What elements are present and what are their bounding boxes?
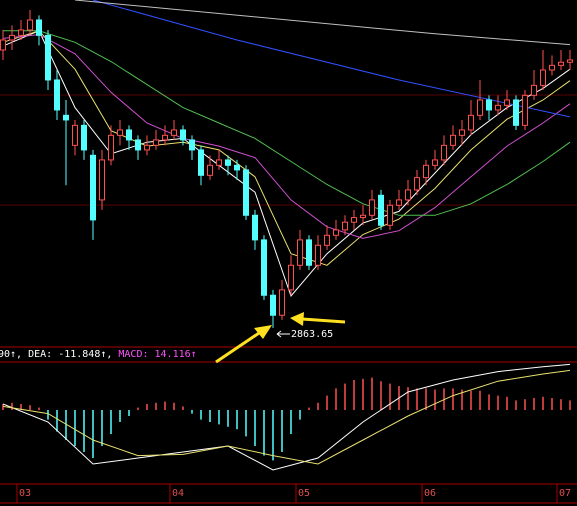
macd-line <box>2 363 571 471</box>
indicator-label: DEA: -11.848↑, <box>28 349 112 360</box>
candle-body <box>297 239 303 266</box>
candle-body <box>36 19 42 36</box>
candle-body <box>387 204 393 226</box>
candle-body <box>144 144 150 151</box>
arrow <box>215 329 263 364</box>
candle-body <box>243 169 249 216</box>
candle-body <box>549 64 555 71</box>
candle-body <box>405 189 411 201</box>
x-tick-label: 04 <box>172 488 184 499</box>
candle-body <box>531 84 537 96</box>
candle-body <box>153 139 159 146</box>
candle-body <box>360 214 366 219</box>
candle-body <box>261 239 267 296</box>
arrow-head <box>254 325 272 339</box>
candle-body <box>279 289 285 316</box>
candle-body <box>117 129 123 136</box>
candle-body <box>333 229 339 236</box>
candle-body <box>171 129 177 136</box>
candle-body <box>234 164 240 171</box>
candle-body <box>126 129 132 141</box>
candle-body <box>378 194 384 226</box>
arrow-head <box>290 312 304 326</box>
candle-body <box>423 164 429 179</box>
candle-body <box>486 99 492 111</box>
candle-body <box>540 69 546 86</box>
candle-body <box>108 134 114 161</box>
candle-body <box>270 294 276 316</box>
candle-body <box>135 139 141 151</box>
macd-line <box>2 369 571 465</box>
candle-body <box>180 129 186 141</box>
ma-line <box>74 0 571 46</box>
candle-body <box>432 159 438 166</box>
candle-body <box>468 114 474 131</box>
candle-body <box>198 149 204 176</box>
candle-body <box>567 59 573 63</box>
candle-body <box>477 99 483 116</box>
candle-body <box>495 104 501 111</box>
candle-body <box>81 124 87 151</box>
candle-body <box>558 61 564 66</box>
ma-line <box>2 30 571 297</box>
candle-body <box>189 139 195 151</box>
ma-line <box>2 30 571 266</box>
indicator-label: 90↑, <box>0 349 22 360</box>
candle-body <box>18 29 24 36</box>
x-tick-label: 03 <box>19 488 31 499</box>
candle-body <box>396 199 402 206</box>
candle-body <box>369 199 375 216</box>
candle-body <box>504 99 510 106</box>
candle-body <box>351 217 357 223</box>
candle-body <box>306 239 312 266</box>
indicator-label: MACD: 14.116↑ <box>118 349 196 360</box>
candle-body <box>216 159 222 166</box>
candle-body <box>0 39 6 51</box>
candle-body <box>63 114 69 121</box>
arrow <box>301 317 346 324</box>
x-tick-label: 05 <box>298 488 310 499</box>
x-tick-label: 07 <box>559 488 571 499</box>
candle-body <box>288 264 294 291</box>
ma-line <box>2 34 571 239</box>
ma-line <box>3 30 571 216</box>
candle-body <box>459 129 465 136</box>
candle-body <box>54 79 60 111</box>
candle-body <box>90 154 96 221</box>
candle-body <box>99 159 105 201</box>
candle-body <box>45 34 51 81</box>
candle-body <box>414 177 420 191</box>
ma-line <box>92 0 571 118</box>
candle-body <box>225 159 231 166</box>
candle-body <box>315 244 321 266</box>
candle-body <box>72 124 78 146</box>
candle-body <box>342 221 348 231</box>
candle-body <box>450 134 456 146</box>
candle-body <box>207 164 213 176</box>
annotation-pointer <box>276 330 282 338</box>
candle-body <box>441 144 447 161</box>
candle-body <box>522 94 528 126</box>
candle-body <box>27 19 33 31</box>
candle-body <box>252 214 258 241</box>
candle-body <box>162 134 168 141</box>
candle-body <box>324 234 330 246</box>
x-tick-label: 06 <box>424 488 436 499</box>
candle-body <box>9 34 15 41</box>
low-annotation: 2863.65 <box>291 329 333 340</box>
candle-body <box>513 99 519 126</box>
